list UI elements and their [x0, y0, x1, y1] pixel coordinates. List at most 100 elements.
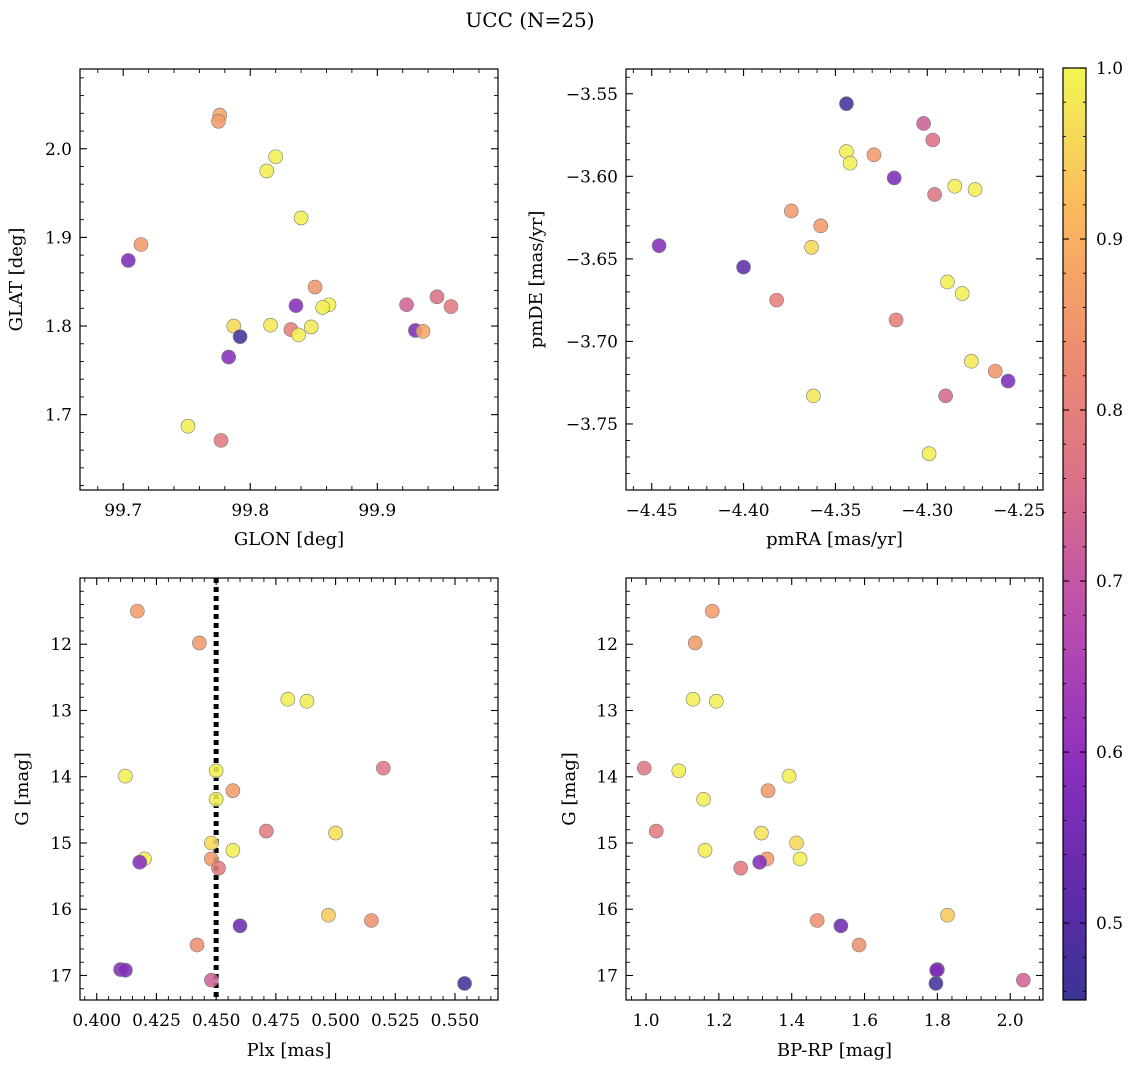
data-point	[636, 760, 652, 776]
colorbar-tick-label: 0.7	[1096, 572, 1123, 592]
data-point	[736, 259, 751, 275]
y-tick-label: −3.60	[566, 167, 618, 187]
data-point	[443, 299, 459, 314]
y-axis-label: GLAT [deg]	[6, 228, 27, 332]
y-axis-label: G [mag]	[12, 752, 33, 825]
y-tick-label: 14	[50, 768, 72, 788]
data-point	[221, 349, 236, 365]
data-point	[784, 203, 799, 219]
data-point	[307, 279, 323, 295]
y-tick-label: 15	[596, 834, 618, 854]
data-point	[280, 691, 296, 707]
axes-frame	[79, 68, 499, 491]
data-point	[809, 913, 825, 928]
colorbar-tick-label: 0.5	[1096, 914, 1123, 934]
data-point	[118, 962, 133, 978]
x-tick-label: 0.450	[192, 1011, 241, 1031]
data-point	[130, 603, 145, 619]
data-point	[804, 240, 819, 255]
x-tick-label: −4.40	[718, 501, 770, 521]
data-point	[651, 238, 667, 253]
data-point	[364, 913, 379, 928]
data-point	[189, 937, 205, 953]
axes-frame	[625, 577, 1044, 1001]
x-tick-label: 99.9	[358, 501, 396, 521]
data-point	[204, 972, 219, 988]
data-point	[940, 907, 955, 923]
data-point	[888, 312, 904, 328]
data-point	[866, 147, 882, 163]
x-tick-label: −4.35	[809, 501, 861, 521]
y-axis-label: pmDE [mas/yr]	[526, 211, 547, 349]
data-point	[813, 218, 829, 234]
data-point	[921, 446, 937, 461]
data-point	[1000, 373, 1016, 389]
data-point	[752, 854, 767, 870]
panel-glon-glat: 99.7 99.8 99.9 1.7 1.8 1.9 2.0 GLON [deg] GLAT […	[6, 68, 499, 550]
y-tick-label: −3.70	[566, 332, 618, 352]
data-point	[792, 851, 808, 867]
x-tick-label: 0.425	[132, 1011, 181, 1031]
data-point	[954, 286, 970, 301]
data-point	[940, 274, 955, 290]
data-point	[303, 319, 319, 335]
x-tick-label: 0.550	[431, 1011, 480, 1031]
x-axis-label: BP-RP [mag]	[777, 1040, 892, 1061]
colorbar-gradient	[1063, 68, 1086, 1000]
data-point	[213, 433, 229, 448]
data-point	[928, 976, 944, 991]
data-point	[806, 388, 821, 404]
data-point	[415, 324, 431, 339]
data-point	[225, 842, 241, 858]
data-point	[964, 353, 979, 369]
data-point	[211, 113, 226, 129]
data-point	[839, 96, 854, 111]
data-point	[671, 763, 687, 779]
data-point	[120, 253, 136, 268]
data-point	[299, 693, 315, 709]
data-point	[789, 835, 804, 851]
colorbar-tick-label: 0.8	[1096, 401, 1123, 421]
x-tick-label: 1.6	[851, 1011, 878, 1031]
data-point	[132, 854, 148, 870]
data-point	[328, 825, 343, 841]
data-point	[754, 825, 769, 841]
x-tick-label: 1.4	[778, 1011, 805, 1031]
data-point	[1016, 972, 1031, 988]
y-tick-label: 1.7	[45, 406, 72, 426]
y-axis-label: G [mag]	[559, 752, 580, 825]
data-point	[842, 155, 858, 171]
data-point	[232, 329, 248, 344]
y-tick-label: 16	[50, 900, 72, 920]
data-point	[321, 907, 336, 923]
data-point	[733, 860, 749, 876]
x-axis-label: pmRA [mas/yr]	[766, 529, 903, 550]
data-point	[987, 363, 1003, 379]
data-point	[180, 418, 196, 434]
data-point	[315, 300, 330, 315]
panel-bprp-g: 1.0 1.2 1.4 1.6 1.8 2.0 12 13 14 15 16 17 BP-RP [mag…	[559, 577, 1044, 1061]
y-tick-label: 12	[596, 635, 618, 655]
colorbar-tick-label: 1.0	[1096, 59, 1123, 79]
data-point	[709, 693, 724, 709]
data-point	[291, 327, 306, 343]
x-tick-label: 99.8	[231, 501, 269, 521]
data-point	[967, 182, 983, 197]
x-tick-label: 0.475	[252, 1011, 301, 1031]
data-point	[687, 635, 703, 651]
data-point	[293, 210, 309, 226]
data-point	[376, 760, 391, 776]
data-point	[399, 297, 414, 313]
x-tick-label: −4.25	[993, 501, 1045, 521]
data-point	[232, 918, 248, 934]
data-point	[192, 635, 207, 651]
data-point	[259, 823, 274, 839]
y-tick-label: −3.75	[566, 415, 618, 435]
y-tick-label: −3.65	[566, 250, 618, 270]
axes-frame	[79, 577, 499, 1001]
x-tick-label: −4.45	[626, 501, 678, 521]
y-tick-label: 15	[50, 834, 72, 854]
colorbar-tick-label: 0.6	[1096, 743, 1123, 763]
data-point	[760, 783, 776, 798]
